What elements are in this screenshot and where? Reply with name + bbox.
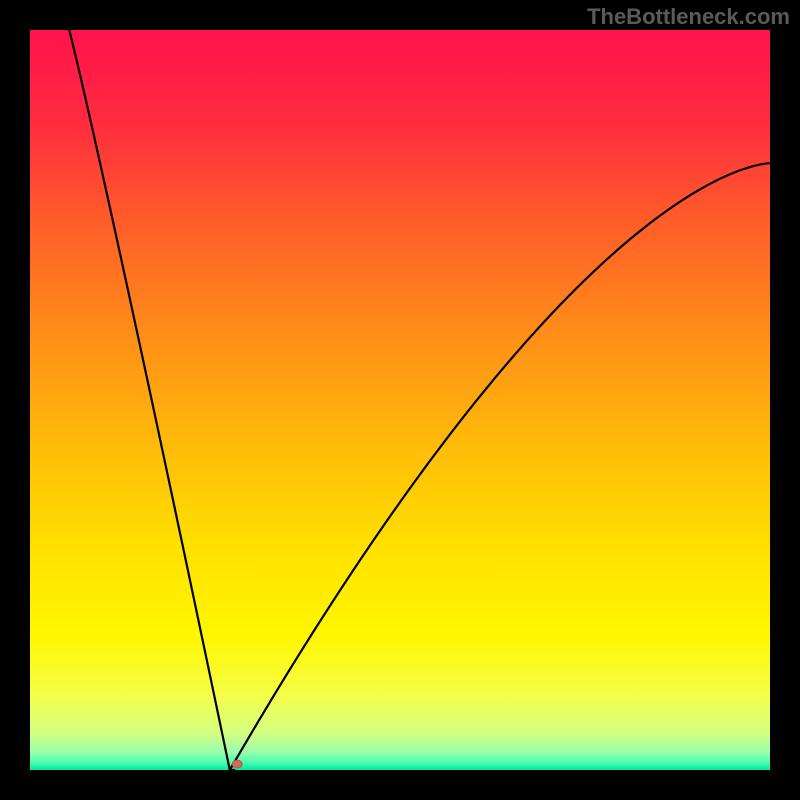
optimal-point-marker	[232, 760, 242, 768]
gradient-background	[30, 30, 770, 770]
bottleneck-chart	[30, 30, 770, 770]
watermark-text: TheBottleneck.com	[587, 4, 790, 30]
